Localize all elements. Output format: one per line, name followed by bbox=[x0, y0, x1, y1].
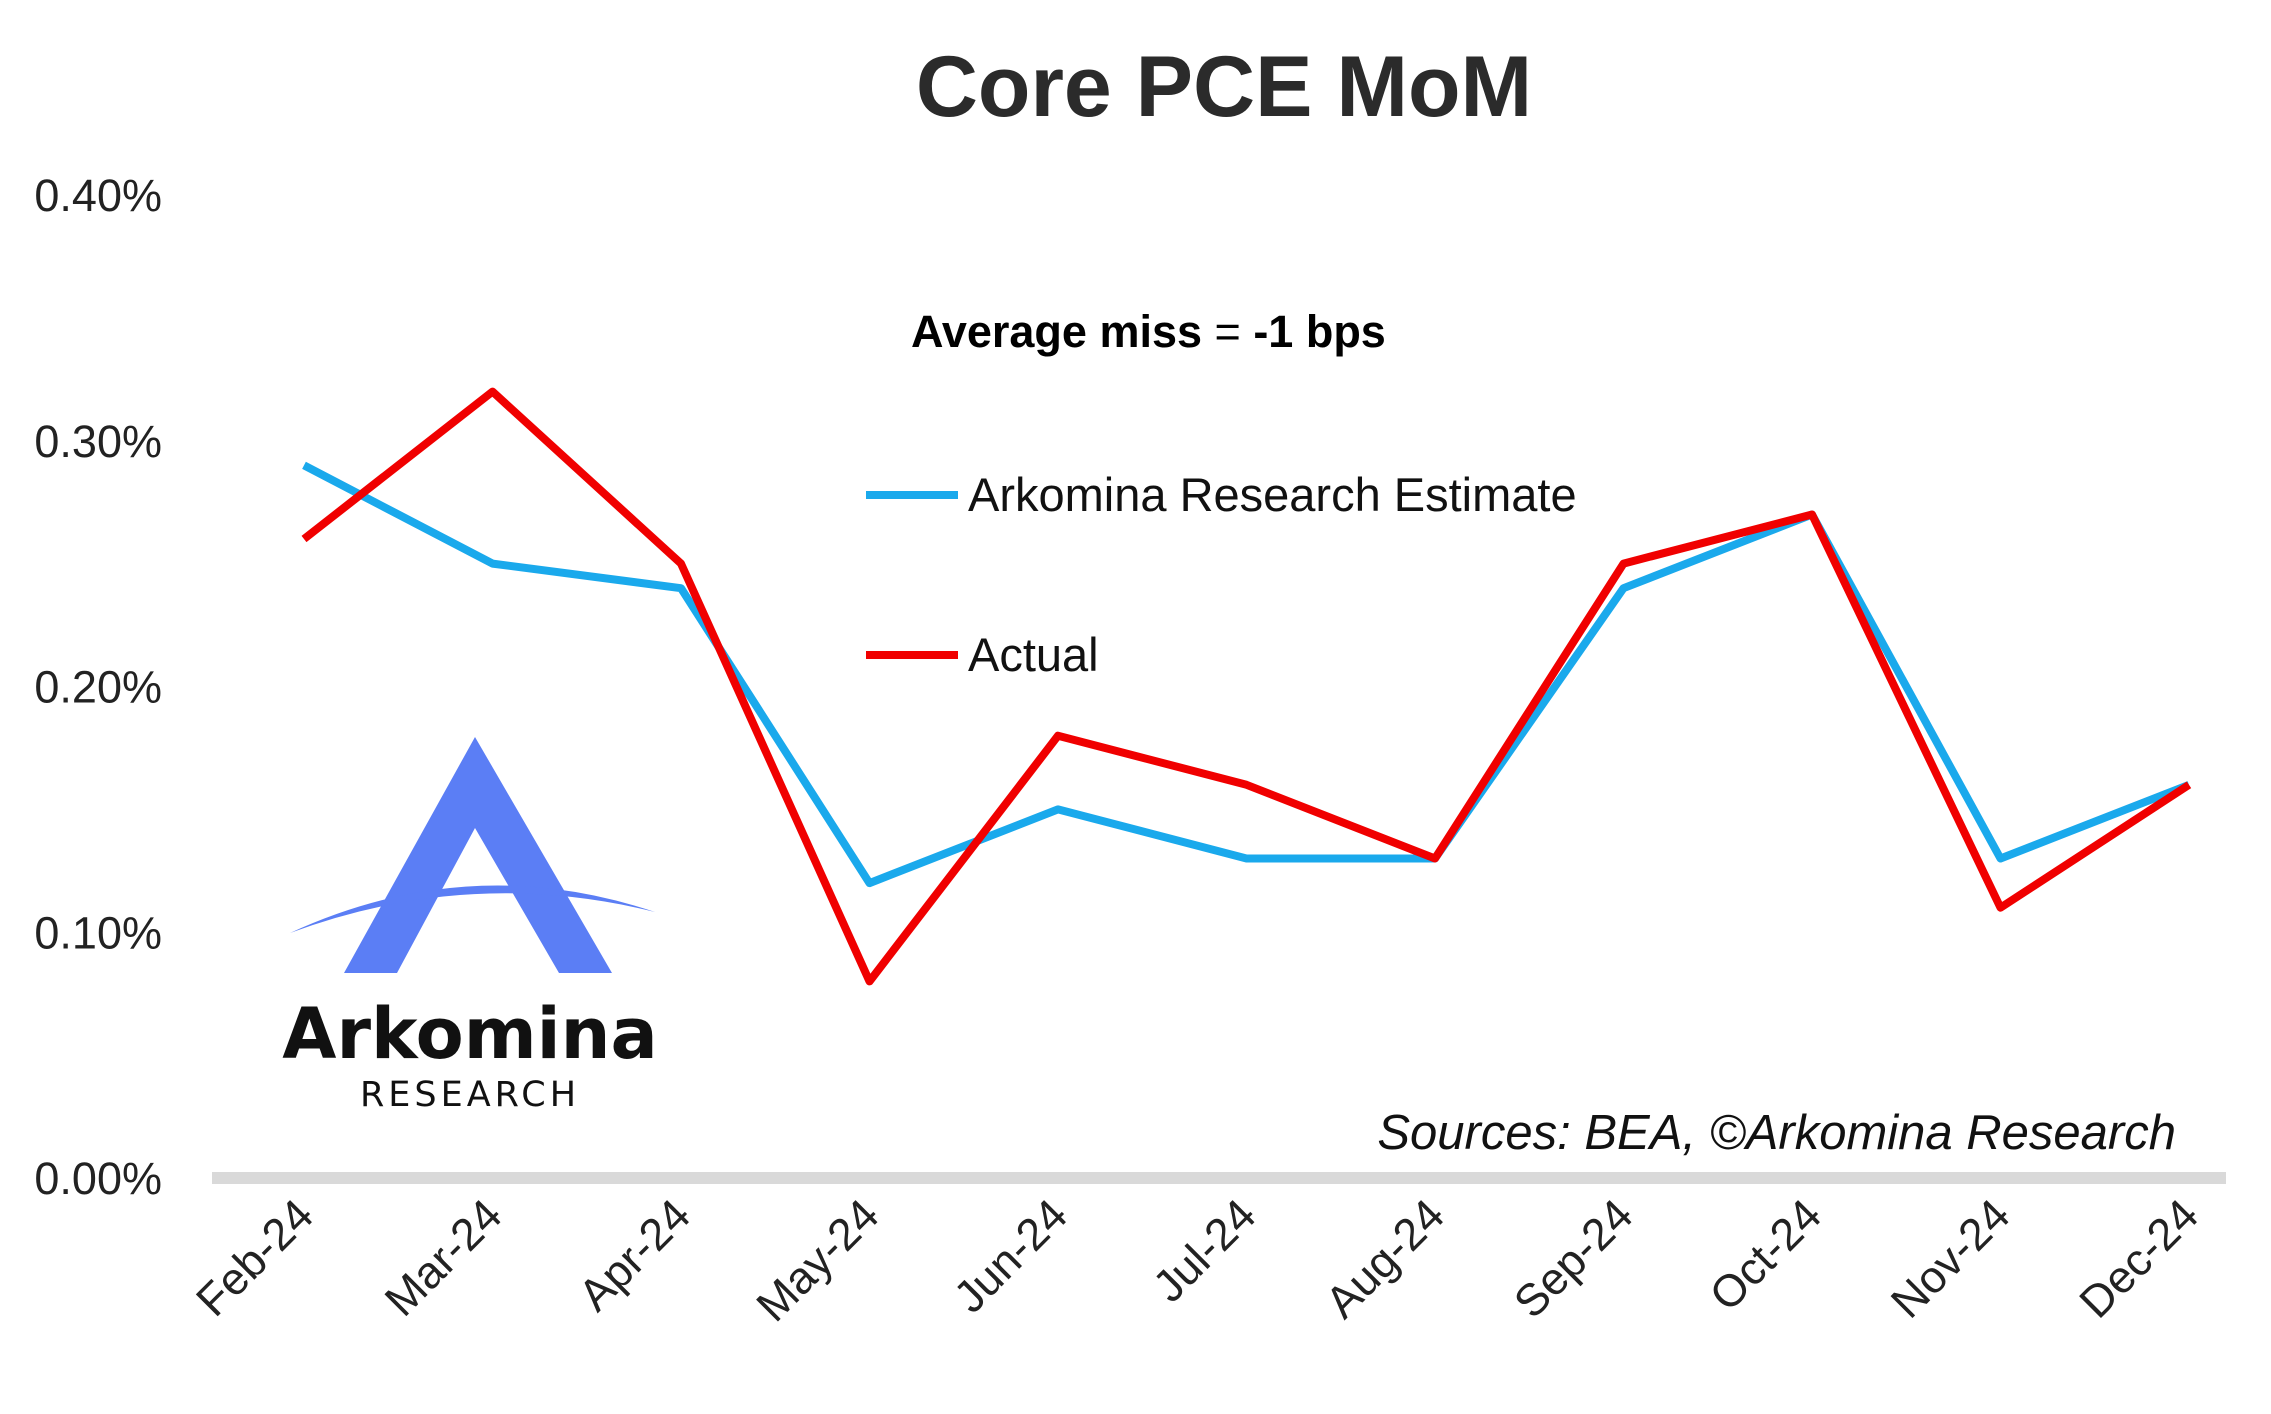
logo-arc-icon bbox=[290, 885, 655, 933]
logo-a-icon bbox=[344, 737, 612, 973]
y-tick-label: 0.00% bbox=[34, 1153, 162, 1204]
source-note: Sources: BEA, ©Arkomina Research bbox=[1377, 1106, 2176, 1160]
y-tick-label: 0.30% bbox=[34, 416, 162, 467]
y-axis-ticks: 0.00% 0.10% 0.20% 0.30% 0.40% bbox=[34, 170, 162, 1204]
y-tick-label: 0.40% bbox=[34, 170, 162, 221]
x-tick-label: Feb-24 bbox=[186, 1189, 323, 1326]
x-tick-label: Oct-24 bbox=[1700, 1189, 1832, 1321]
x-tick-label: Sep-24 bbox=[1504, 1189, 1643, 1328]
y-tick-label: 0.20% bbox=[34, 662, 162, 713]
arkomina-logo: Arkomina RESEARCH bbox=[282, 737, 658, 1115]
annotation-bold-left: Average miss bbox=[911, 306, 1202, 357]
x-tick-label: May-24 bbox=[746, 1189, 888, 1331]
annotation-middle: = bbox=[1202, 306, 1253, 357]
legend: Arkomina Research Estimate Actual bbox=[866, 468, 1577, 681]
x-axis-ticks: Feb-24 Mar-24 Apr-24 May-24 Jun-24 Jul-24 Aug-… bbox=[186, 1189, 2208, 1331]
y-tick-label: 0.10% bbox=[34, 907, 162, 958]
x-tick-label: Jul-24 bbox=[1143, 1189, 1266, 1312]
legend-label-actual: Actual bbox=[968, 628, 1099, 681]
annotation-bold-right: -1 bps bbox=[1253, 306, 1386, 357]
average-miss-annotation: Average miss = -1 bps bbox=[911, 306, 1386, 357]
logo-subtitle: RESEARCH bbox=[360, 1075, 580, 1115]
x-tick-label: Nov-24 bbox=[1881, 1189, 2020, 1328]
series-layer bbox=[301, 387, 2192, 986]
x-tick-label: Dec-24 bbox=[2069, 1189, 2208, 1328]
chart-title: Core PCE MoM bbox=[916, 39, 1532, 135]
x-tick-label: Aug-24 bbox=[1315, 1189, 1454, 1328]
x-tick-label: Apr-24 bbox=[568, 1189, 700, 1321]
series-line-actual bbox=[301, 387, 2192, 986]
x-tick-label: Mar-24 bbox=[375, 1189, 512, 1326]
series-line-estimate bbox=[302, 461, 2191, 888]
legend-label-estimate: Arkomina Research Estimate bbox=[968, 468, 1577, 521]
logo-wordmark: Arkomina bbox=[282, 993, 657, 1075]
x-tick-label: Jun-24 bbox=[944, 1189, 1077, 1322]
